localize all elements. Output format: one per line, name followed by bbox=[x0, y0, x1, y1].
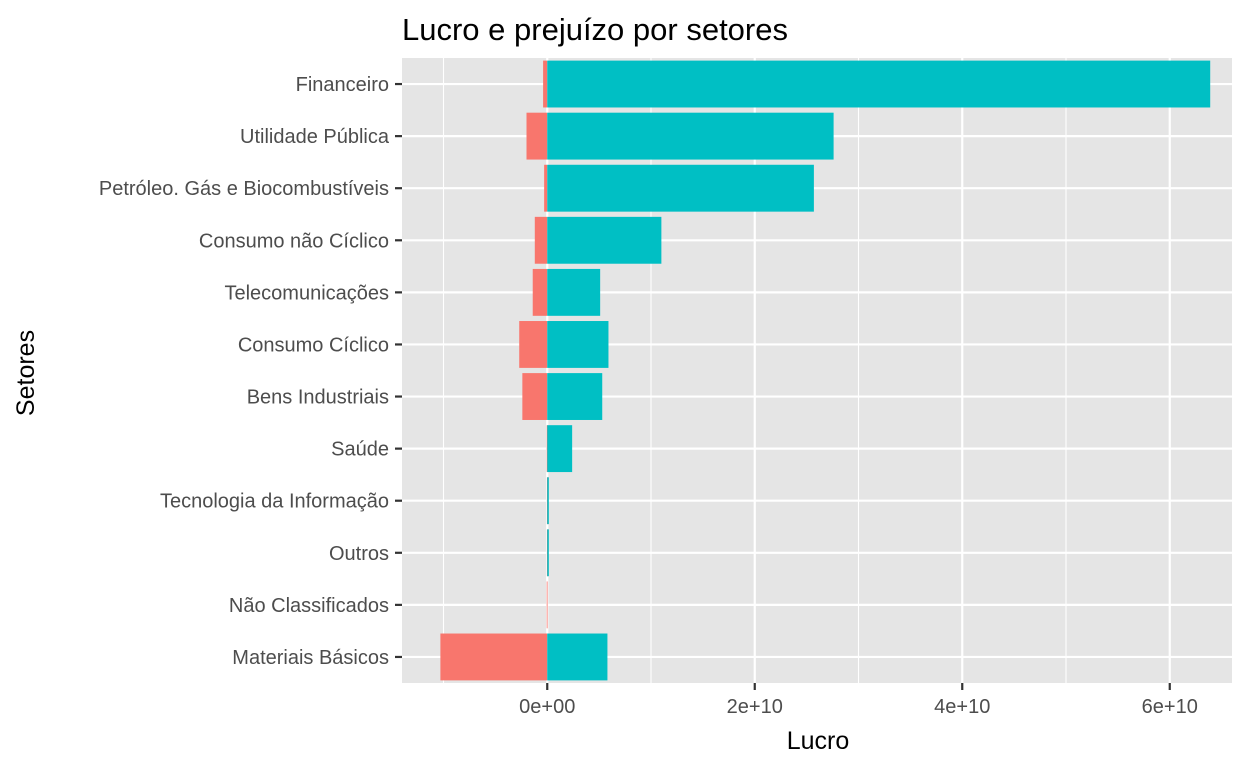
y-tick-label: Saúde bbox=[331, 439, 389, 461]
chart-title: Lucro e prejuízo por setores bbox=[402, 12, 788, 47]
bar-profit-9 bbox=[547, 529, 549, 577]
bar-profit-8 bbox=[547, 477, 549, 525]
y-tick-label: Consumo não Cíclico bbox=[199, 230, 389, 252]
bar-loss-4 bbox=[532, 268, 548, 316]
bar-profit-5 bbox=[547, 321, 609, 368]
y-tick-label: Petróleo. Gás e Biocombustíveis bbox=[99, 178, 389, 200]
x-tick-label: 6e+10 bbox=[1142, 696, 1198, 718]
y-tick-label: Não Classificados bbox=[229, 595, 389, 617]
y-tick-label: Consumo Cíclico bbox=[238, 334, 389, 356]
y-tick-label: Telecomunicações bbox=[224, 282, 389, 304]
y-axis: Financeiro Utilidade Pública Petróleo. Gás… bbox=[99, 74, 402, 669]
bar-loss-10 bbox=[546, 581, 548, 629]
bar-loss-5 bbox=[519, 321, 548, 368]
minor-gridlines bbox=[442, 58, 1067, 683]
bar-loss-2 bbox=[544, 164, 548, 212]
bar-loss-11 bbox=[440, 633, 548, 681]
bar-profit-0 bbox=[547, 60, 1211, 108]
x-tick-label: 2e+10 bbox=[727, 696, 783, 718]
bar-profit-1 bbox=[547, 112, 834, 160]
bar-profit-3 bbox=[547, 216, 662, 264]
y-tick-label: Bens Industriais bbox=[247, 387, 389, 409]
y-tick-label: Materiais Básicos bbox=[232, 647, 389, 669]
bars bbox=[440, 60, 1211, 681]
bar-loss-6 bbox=[522, 373, 548, 420]
x-tick-label: 4e+10 bbox=[934, 696, 990, 718]
bar-loss-1 bbox=[526, 112, 548, 160]
bar-profit-4 bbox=[547, 268, 601, 316]
y-tick-label: Tecnologia da Informação bbox=[160, 491, 389, 513]
bar-profit-6 bbox=[547, 373, 603, 420]
y-axis-title: Setores bbox=[12, 330, 40, 416]
y-tick-label: Outros bbox=[329, 543, 389, 565]
plot-panel bbox=[402, 58, 1232, 683]
y-tick-label: Financeiro bbox=[296, 74, 389, 96]
bar-profit-11 bbox=[547, 633, 608, 681]
bar-profit-2 bbox=[547, 164, 814, 212]
x-tick-label: 0e+00 bbox=[519, 696, 575, 718]
bar-profit-7 bbox=[547, 425, 573, 473]
x-axis-title: Lucro bbox=[787, 727, 850, 755]
bar-loss-3 bbox=[534, 216, 548, 264]
y-tick-label: Utilidade Pública bbox=[240, 126, 390, 148]
x-axis: 0e+00 2e+10 4e+10 6e+10 bbox=[519, 683, 1198, 718]
bar-loss-0 bbox=[543, 60, 548, 108]
bar-loss-7 bbox=[546, 425, 548, 473]
